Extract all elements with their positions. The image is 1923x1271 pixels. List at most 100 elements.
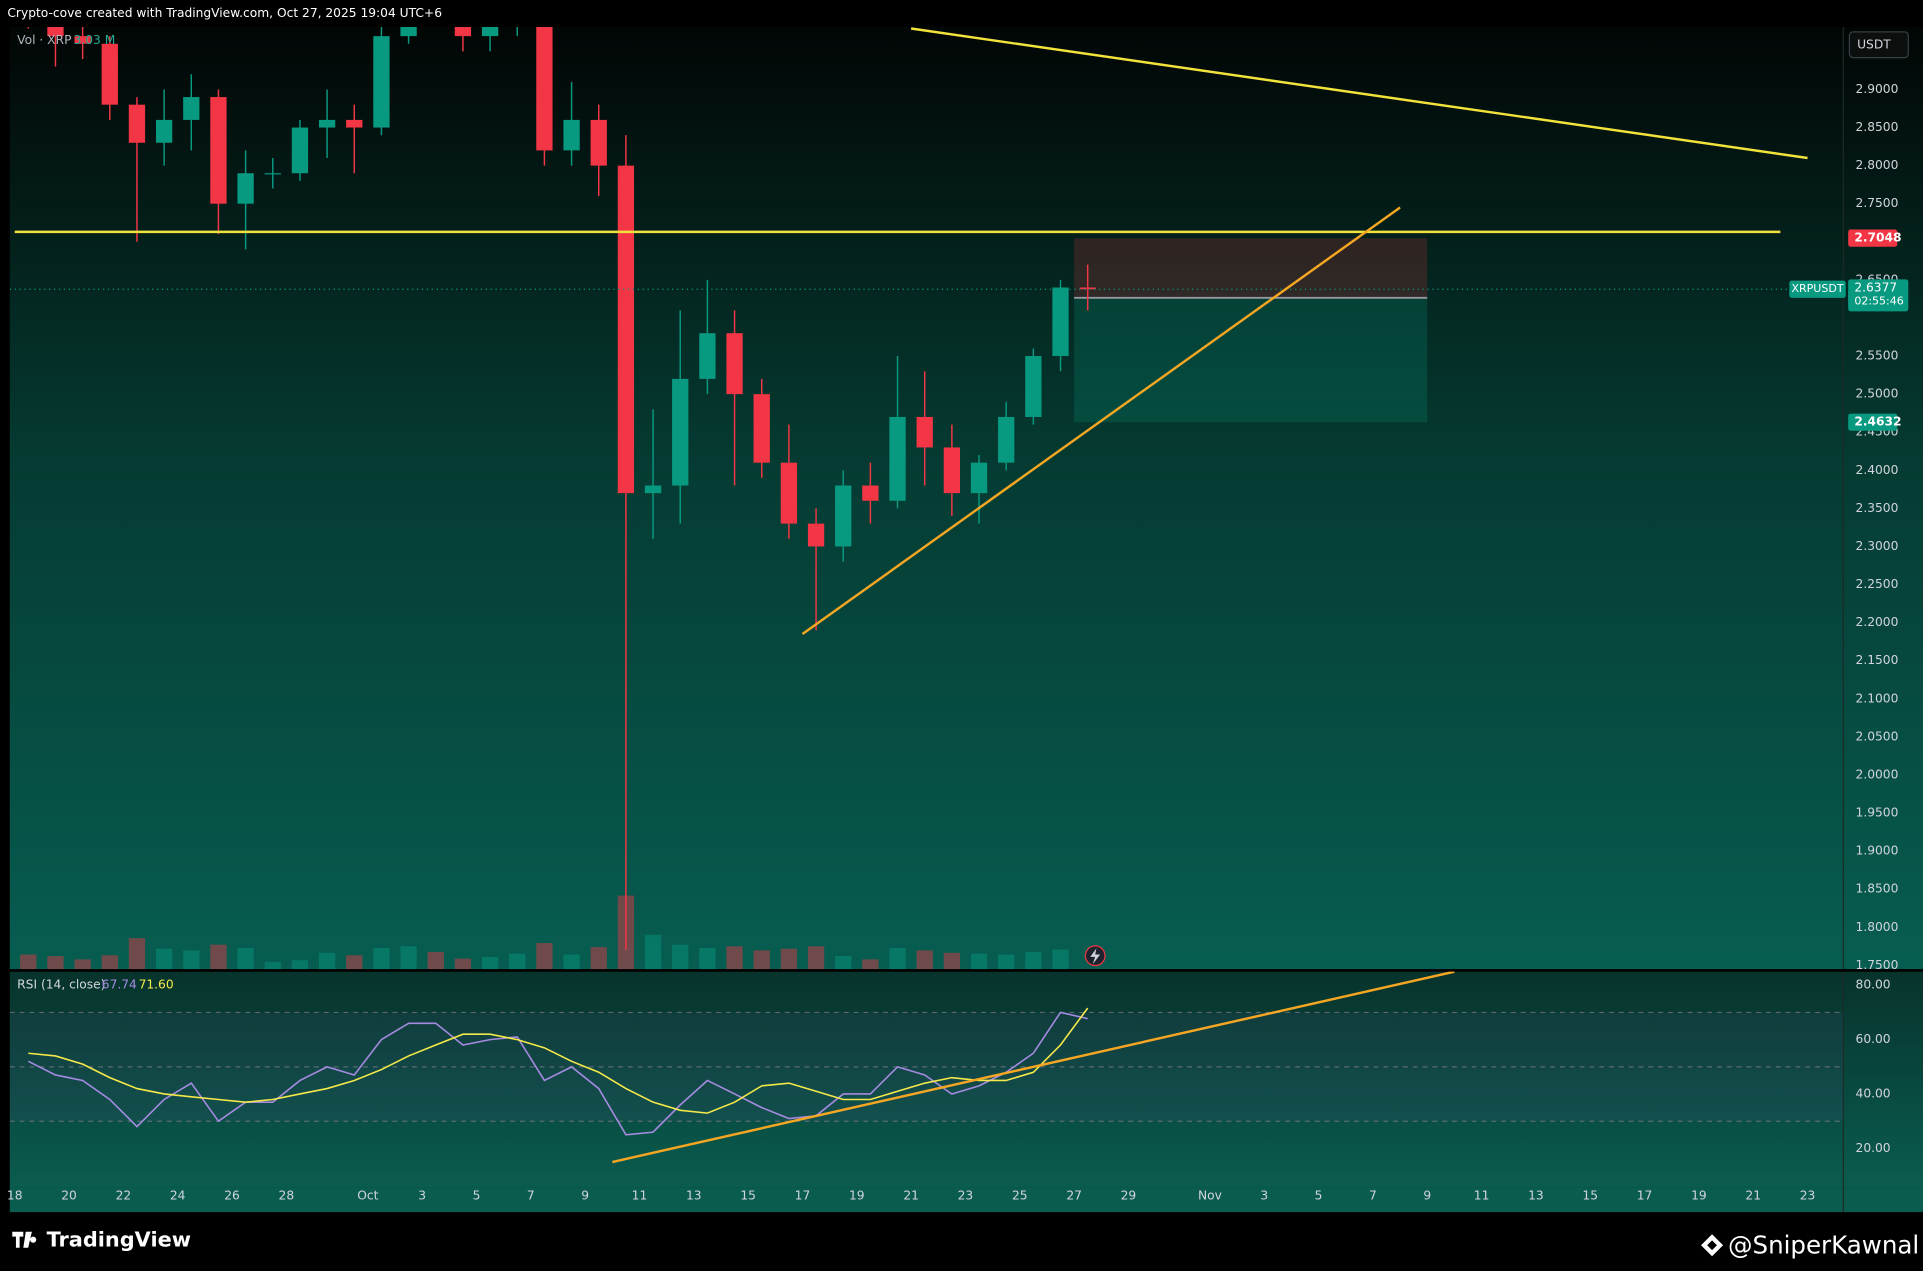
currency-button[interactable] bbox=[1848, 31, 1909, 59]
rsi-trendline bbox=[612, 971, 1455, 1164]
y-tick-label: 2.0000 bbox=[1856, 767, 1899, 781]
last-price-bg bbox=[1848, 279, 1909, 312]
candle-body bbox=[536, 26, 553, 151]
volume-bar bbox=[1025, 952, 1042, 970]
symbol-badge-bg bbox=[1789, 280, 1846, 298]
y-tick-label: 2.3500 bbox=[1856, 501, 1899, 515]
candle-body bbox=[128, 104, 146, 143]
candle-body bbox=[916, 416, 933, 448]
rsi-tick-label: 20.00 bbox=[1856, 1141, 1891, 1155]
symbol-badge: XRPUSDT bbox=[1791, 282, 1843, 295]
position-target-zone bbox=[1074, 297, 1428, 423]
y-tick-label: 1.8000 bbox=[1856, 920, 1899, 934]
x-tick-label: 5 bbox=[473, 1189, 481, 1203]
overlay: 2.90002.85002.80002.75002.65002.55002.50… bbox=[7, 82, 1909, 1203]
x-tick-label: 27 bbox=[1066, 1189, 1082, 1203]
candle-body bbox=[1052, 287, 1069, 357]
volume-bar bbox=[835, 956, 852, 970]
x-tick-label: Nov bbox=[1198, 1189, 1222, 1203]
volume-bar bbox=[970, 953, 988, 970]
price-pane bbox=[9, 26, 1923, 970]
y-tick-label: 2.4000 bbox=[1856, 463, 1899, 477]
candle-body bbox=[726, 333, 743, 395]
x-tick-label: 5 bbox=[1315, 1189, 1323, 1203]
y-tick-label: 1.9000 bbox=[1856, 844, 1899, 858]
volume-bar bbox=[481, 956, 499, 970]
brand-name: TradingView bbox=[47, 1227, 191, 1251]
volume-bar bbox=[943, 952, 961, 970]
volume-bar bbox=[291, 960, 309, 970]
watermark-icon bbox=[1701, 1234, 1724, 1257]
x-tick-label: 15 bbox=[1582, 1189, 1598, 1203]
stop-badge-bg bbox=[1848, 229, 1898, 247]
x-tick-label: 23 bbox=[958, 1189, 974, 1203]
y-tick-label: 2.0500 bbox=[1856, 729, 1899, 743]
volume-bar bbox=[454, 958, 472, 970]
volume-bar bbox=[644, 934, 662, 970]
x-tick-label: 17 bbox=[795, 1189, 811, 1203]
countdown: 02:55:46 bbox=[1854, 295, 1903, 308]
candle-body bbox=[237, 173, 254, 204]
y-tick-label: 2.2500 bbox=[1856, 577, 1899, 591]
target-badge: 2.4632 bbox=[1854, 415, 1901, 429]
x-tick-label: 20 bbox=[61, 1189, 77, 1203]
x-tick-label: Oct bbox=[357, 1189, 378, 1203]
x-tick-label: 25 bbox=[1012, 1189, 1028, 1203]
candle-body bbox=[346, 119, 363, 128]
x-tick-label: 13 bbox=[686, 1189, 702, 1203]
candle-body bbox=[400, 26, 417, 37]
candle-body bbox=[862, 485, 879, 501]
y-tick-label: 1.9500 bbox=[1856, 806, 1899, 820]
rsi-title: RSI (14, close) bbox=[17, 978, 105, 992]
volume-bar bbox=[509, 953, 526, 970]
volume-bar bbox=[264, 961, 281, 970]
candle-body bbox=[590, 119, 607, 166]
candle-body bbox=[563, 119, 580, 151]
volume-bar bbox=[101, 955, 118, 970]
candle-body bbox=[373, 36, 390, 128]
volume-bar bbox=[74, 959, 91, 970]
x-tick-label: 9 bbox=[581, 1189, 589, 1203]
volume-bar bbox=[590, 947, 607, 970]
volume-bar bbox=[20, 954, 37, 970]
volume-bar bbox=[210, 944, 227, 970]
volume-bar bbox=[183, 950, 200, 970]
candle-body bbox=[47, 26, 64, 37]
volume-bar bbox=[726, 946, 743, 970]
y-tick-label: 2.5500 bbox=[1856, 349, 1899, 363]
candle-body bbox=[155, 119, 173, 143]
x-tick-label: 21 bbox=[903, 1189, 919, 1203]
candle-body bbox=[998, 416, 1015, 463]
candle-body bbox=[617, 165, 635, 494]
volume-bar bbox=[47, 956, 64, 970]
candle-body bbox=[753, 394, 770, 463]
volume-bar bbox=[536, 943, 553, 970]
x-tick-label: 7 bbox=[1369, 1189, 1377, 1203]
volume-bar bbox=[318, 952, 336, 970]
volume-bar bbox=[672, 944, 689, 970]
candle-body bbox=[264, 173, 281, 175]
volume-bar bbox=[155, 948, 173, 970]
rsi-ma-value: 71.60 bbox=[139, 978, 174, 992]
candle-body bbox=[318, 119, 336, 128]
x-tick-label: 18 bbox=[7, 1189, 23, 1203]
candle-body bbox=[970, 462, 988, 494]
watermark: @SniperKawnal bbox=[1728, 1230, 1919, 1259]
candle-body bbox=[1079, 287, 1096, 290]
trendline bbox=[910, 27, 1808, 160]
attribution: Crypto-cove created with TradingView.com… bbox=[7, 6, 442, 20]
currency-label[interactable]: USDT bbox=[1857, 37, 1891, 51]
x-tick-label: 3 bbox=[1260, 1189, 1268, 1203]
y-tick-label: 2.2000 bbox=[1856, 615, 1899, 629]
volume-bar bbox=[563, 954, 580, 970]
event-icon-bolt bbox=[1090, 948, 1101, 965]
rsi-value: 67.74 bbox=[102, 978, 137, 992]
volume-bar bbox=[400, 946, 417, 970]
rsi-layer bbox=[9, 971, 1844, 1164]
volume-bar bbox=[998, 954, 1015, 970]
volume-bar bbox=[699, 947, 716, 970]
x-tick-label: 17 bbox=[1637, 1189, 1653, 1203]
y-tick-label: 2.1500 bbox=[1856, 653, 1899, 667]
x-tick-label: 11 bbox=[1474, 1189, 1490, 1203]
